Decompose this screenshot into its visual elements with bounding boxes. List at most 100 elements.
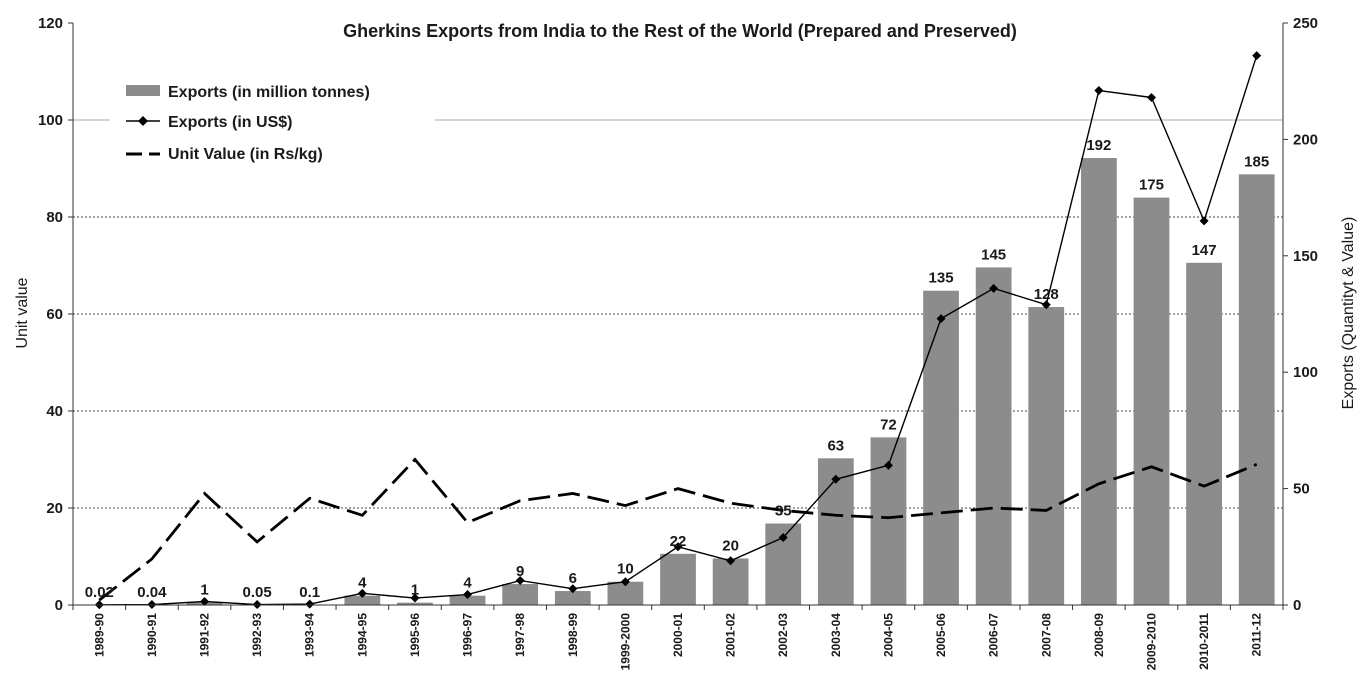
bar-label-11: 22 (670, 533, 687, 550)
right-tick-label-2: 100 (1293, 364, 1318, 381)
x-tick-label-2: 1991-92 (198, 613, 212, 657)
bar-20 (1133, 197, 1170, 605)
bar-17 (975, 267, 1012, 605)
exports-usd-point-2 (200, 597, 210, 607)
x-tick-label-0: 1989-90 (92, 613, 106, 657)
bar-label-1: 0.04 (137, 584, 167, 601)
legend: Exports (in million tonnes) Exports (in … (126, 84, 370, 163)
bar-label-17: 145 (981, 246, 1006, 263)
bar-10 (607, 581, 644, 605)
bar-label-7: 4 (463, 575, 472, 592)
x-tick-label-12: 2001-02 (724, 613, 738, 657)
exports-usd-point-5 (357, 588, 367, 598)
x-tick-label-18: 2007-08 (1039, 613, 1053, 657)
bar-label-9: 6 (569, 570, 577, 587)
bar-label-4: 0.1 (299, 584, 320, 601)
x-tick-label-19: 2008-09 (1092, 613, 1106, 657)
left-axis-title: Unit value (14, 277, 31, 348)
x-axis-ticks: 1989-90 1990-91 1991-92 1992-93 1993-94 1994-… (72, 605, 1284, 671)
legend-label-usd: Exports (in US$) (168, 114, 292, 131)
unit-value-line (98, 457, 1258, 602)
x-tick-label-10: 1999-2000 (618, 613, 632, 671)
bar-5 (344, 595, 381, 605)
exports-usd-point-18 (1041, 300, 1051, 310)
bar-data-labels: 0.02 0.04 1 0.05 0.1 4 1 4 9 6 10 22 20 35 63 72 135 145 1… (85, 137, 1270, 601)
bar-label-16: 135 (929, 270, 954, 287)
exports-usd-point-16 (936, 314, 946, 324)
left-tick-label-1: 20 (46, 500, 63, 517)
bar-18 (1028, 307, 1065, 605)
x-tick-label-7: 1996-97 (461, 613, 475, 657)
exports-usd-point-10 (620, 577, 630, 587)
right-axis-ticks: 0 50 100 150 200 250 (1283, 15, 1318, 614)
x-tick-label-14: 2003-04 (829, 613, 843, 657)
exports-usd-point-14 (831, 474, 841, 484)
x-tick-label-4: 1993-94 (303, 613, 317, 657)
x-tick-label-20: 2009-2010 (1144, 613, 1158, 671)
bar-21 (1186, 262, 1222, 605)
bar-19 (1080, 158, 1117, 606)
exports-usd-point-12 (726, 556, 736, 566)
left-tick-label-6: 120 (38, 15, 63, 32)
right-axis-title: Exports (Quantityt & Value) (1340, 217, 1357, 410)
x-tick-label-16: 2005-06 (934, 613, 948, 657)
bar-label-14: 63 (827, 437, 844, 454)
bar-16 (923, 290, 959, 605)
bar-label-18: 128 (1034, 286, 1059, 303)
right-tick-label-3: 150 (1293, 248, 1318, 265)
exports-usd-point-22 (1252, 51, 1262, 61)
legend-label-bar: Exports (in million tonnes) (168, 84, 370, 101)
bar-label-12: 20 (722, 537, 739, 554)
exports-usd-point-19 (1094, 86, 1104, 96)
bar-label-22: 185 (1244, 153, 1269, 170)
x-tick-label-17: 2006-07 (987, 613, 1001, 657)
bar-label-2: 1 (200, 582, 208, 599)
exports-usd-point-4 (305, 599, 315, 609)
bar-label-19: 192 (1086, 137, 1111, 154)
legend-marker-usd (138, 116, 148, 126)
exports-usd-point-9 (568, 584, 578, 594)
bar-11 (660, 553, 696, 605)
x-tick-label-15: 2004-05 (881, 613, 895, 657)
exports-usd-point-17 (989, 283, 999, 293)
right-tick-label-0: 0 (1293, 597, 1301, 614)
x-tick-label-22: 2011-12 (1250, 613, 1264, 657)
left-tick-label-4: 80 (46, 209, 63, 226)
right-tick-label-4: 200 (1293, 131, 1318, 148)
bar-label-21: 147 (1192, 242, 1217, 259)
bar-label-5: 4 (358, 575, 367, 592)
x-tick-label-21: 2010-2011 (1197, 613, 1211, 670)
bar-label-0: 0.02 (85, 584, 114, 601)
left-tick-label-3: 60 (46, 306, 63, 323)
bar-label-8: 9 (516, 563, 524, 580)
left-tick-label-5: 100 (38, 112, 63, 129)
unit-value-series (98, 457, 1258, 602)
x-tick-label-1: 1990-91 (145, 613, 159, 657)
exports-usd-series (94, 51, 1262, 610)
left-tick-label-0: 0 (55, 597, 63, 614)
bar-label-15: 72 (880, 416, 897, 433)
bar-label-13: 35 (775, 503, 792, 520)
x-tick-label-5: 1994-95 (355, 613, 369, 657)
bar-9 (554, 591, 591, 605)
exports-usd-point-11 (673, 542, 683, 552)
exports-usd-point-6 (410, 593, 420, 603)
bar-label-20: 175 (1139, 177, 1164, 194)
bar-label-10: 10 (617, 561, 634, 578)
bar-8 (502, 584, 539, 605)
bar-22 (1238, 174, 1275, 605)
exports-usd-point-8 (515, 576, 525, 586)
bar-7 (449, 595, 486, 605)
right-tick-label-5: 250 (1293, 15, 1318, 32)
x-tick-label-11: 2000-01 (671, 613, 685, 657)
exports-usd-point-15 (883, 460, 893, 470)
x-tick-label-8: 1997-98 (513, 613, 527, 657)
bar-6 (397, 602, 433, 605)
legend-backdrop (110, 110, 435, 130)
legend-swatch-bar (126, 85, 160, 96)
x-tick-label-3: 1992-93 (250, 613, 264, 657)
exports-usd-point-13 (778, 532, 788, 542)
x-tick-label-6: 1995-96 (408, 613, 422, 657)
bar-label-3: 0.05 (243, 584, 272, 601)
